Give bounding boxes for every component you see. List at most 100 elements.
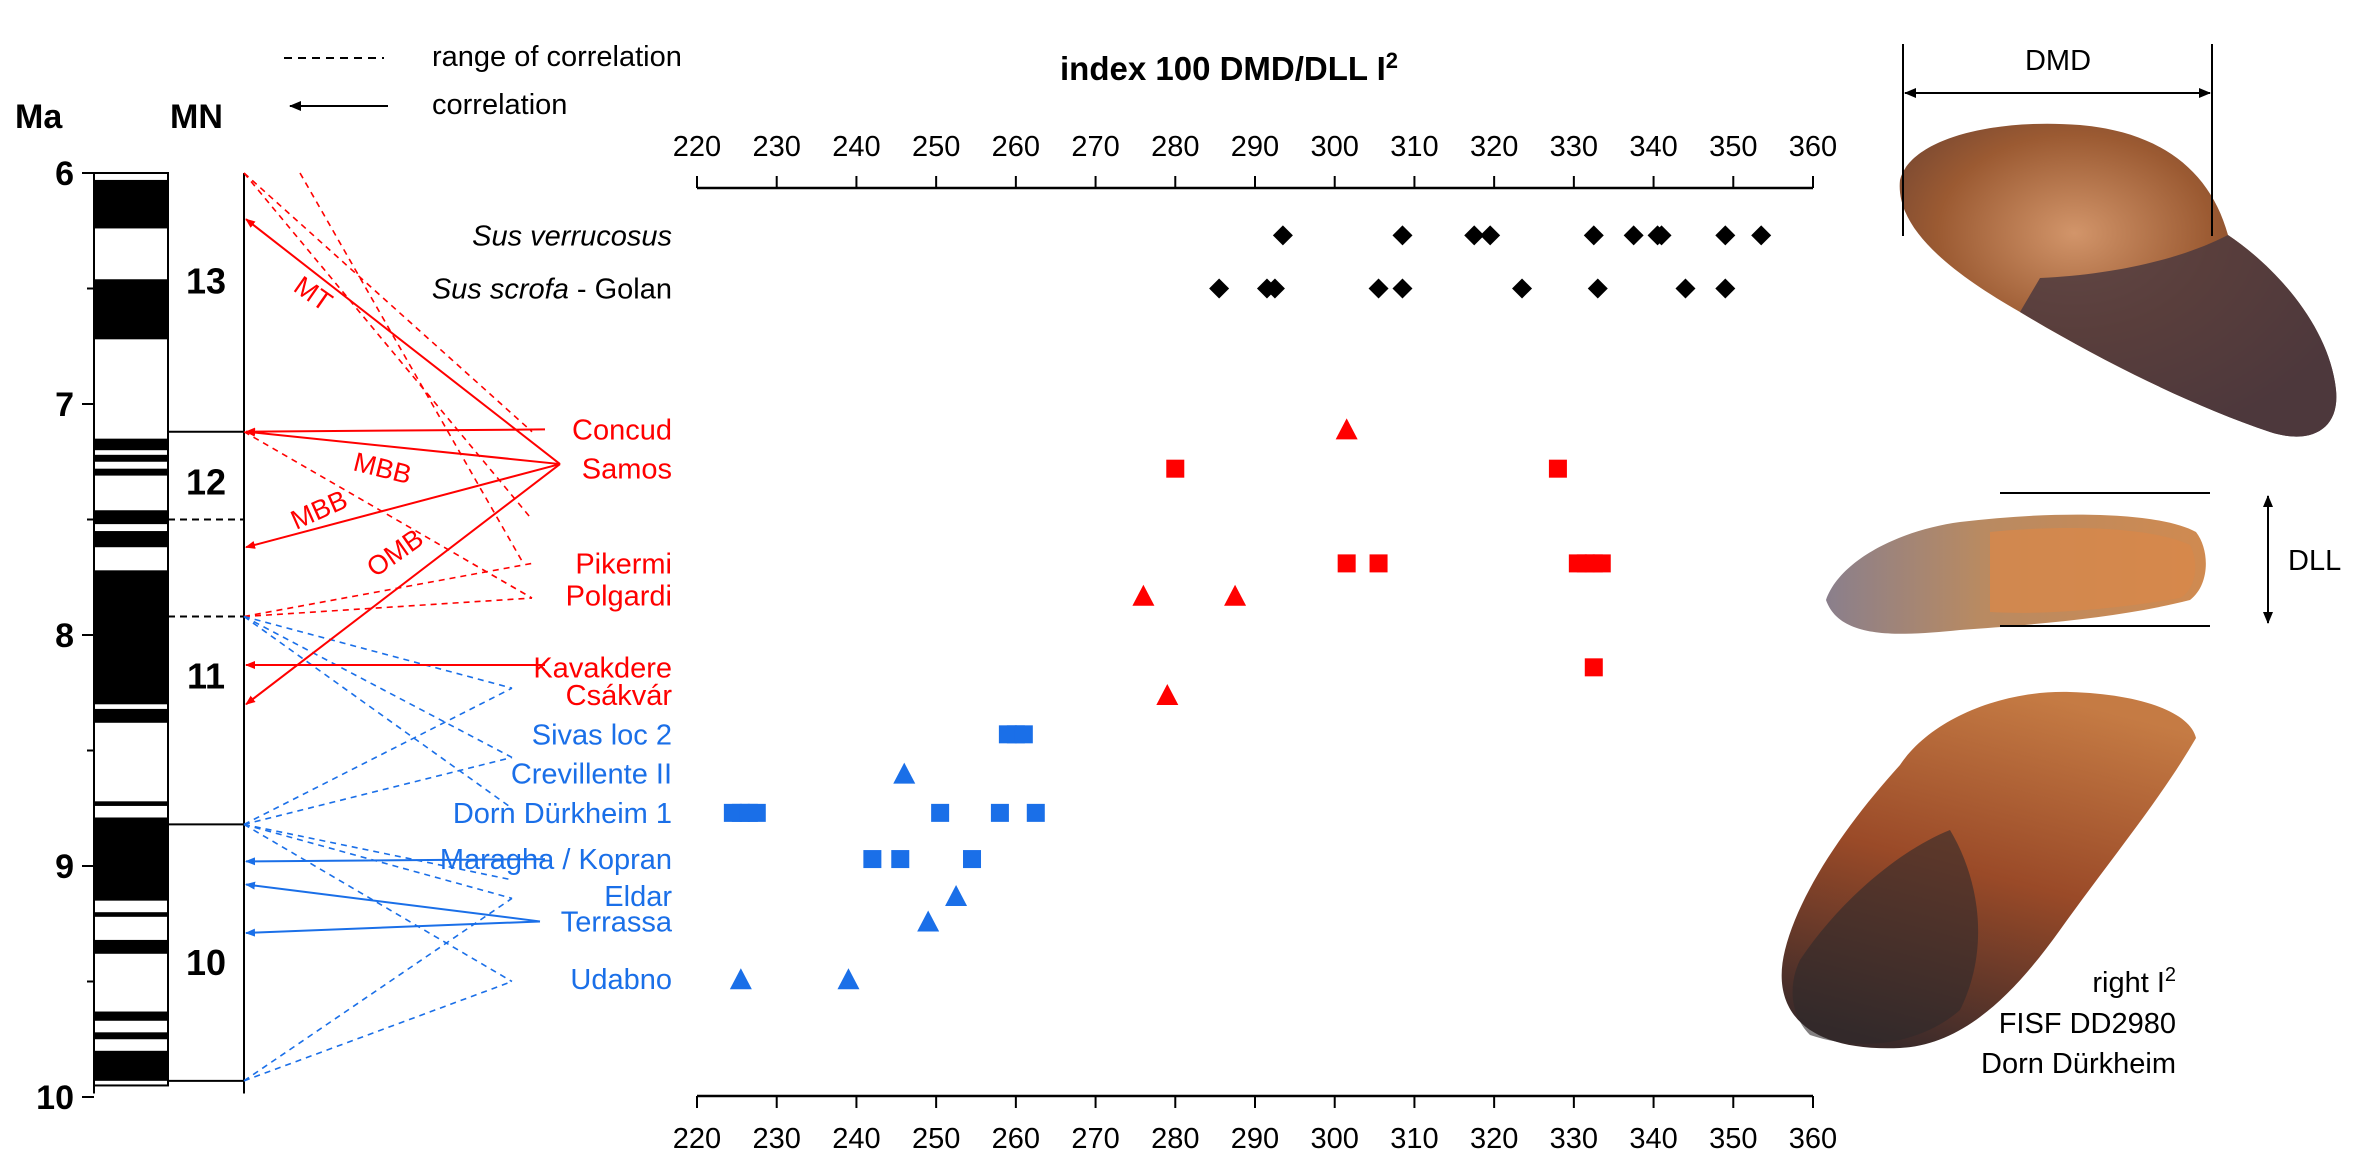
- x-tick-label: 350: [1709, 131, 1757, 163]
- x-tick-label: 290: [1231, 1123, 1279, 1155]
- data-point-diamond: [1512, 278, 1533, 299]
- data-point-triangle: [917, 910, 940, 932]
- locality-label: Terrassa: [561, 906, 673, 938]
- x-tick-label: 220: [673, 131, 721, 163]
- data-point-square: [1369, 554, 1388, 573]
- photo-caption-main: right I: [2092, 967, 2165, 999]
- normal-polarity-interval: [94, 817, 168, 901]
- x-tick-label: 270: [1071, 131, 1119, 163]
- data-point-triangle: [837, 968, 860, 990]
- x-tick-label: 310: [1390, 131, 1438, 163]
- x-tick-label: 230: [753, 1123, 801, 1155]
- data-point-diamond: [1209, 278, 1230, 299]
- ma-tick-label: 10: [36, 1079, 74, 1117]
- data-point-triangle: [1335, 418, 1358, 440]
- data-point-diamond: [1464, 225, 1485, 246]
- mn-zone-label: 10: [186, 942, 226, 983]
- ma-header: Ma: [15, 98, 63, 136]
- normal-polarity-interval: [94, 708, 168, 723]
- photo-caption-line2: FISF DD2980: [1999, 1008, 2176, 1040]
- legend-arrow-label: correlation: [432, 89, 567, 121]
- mn-header: MN: [170, 98, 223, 136]
- correlation-arrow: [245, 463, 561, 549]
- x-tick-label: 360: [1789, 131, 1837, 163]
- mn-zone-label: 12: [186, 462, 226, 503]
- x-tick-label: 320: [1470, 1123, 1518, 1155]
- range-line-blue: [243, 615, 513, 689]
- normal-polarity-interval: [94, 1032, 168, 1040]
- data-point-square: [931, 803, 950, 822]
- data-point-diamond: [1480, 225, 1501, 246]
- locality-labels: Sus verrucosus Sus scrofa - Golan Concud Sa…: [432, 220, 673, 996]
- data-point-diamond: [1651, 225, 1672, 246]
- normal-polarity-interval: [94, 510, 168, 525]
- locality-label: Kavakdere: [533, 652, 672, 684]
- ma-tick-label: 8: [55, 617, 74, 655]
- locality-label: Csákvár: [566, 680, 673, 712]
- correlation-arrow: [245, 427, 546, 436]
- chart-title-superscript: 2: [1386, 48, 1398, 73]
- photo-caption-line3: Dorn Dürkheim: [1981, 1048, 2176, 1080]
- range-line-red: [243, 172, 533, 521]
- x-tick-label: 230: [753, 131, 801, 163]
- x-tick-label: 280: [1151, 131, 1199, 163]
- locality-label: Concud: [572, 414, 672, 446]
- data-point-diamond: [1715, 278, 1736, 299]
- x-tick-label: 350: [1709, 1123, 1757, 1155]
- locality-label: Samos: [582, 454, 672, 486]
- locality-label-suffix: - Golan: [569, 274, 672, 306]
- normal-polarity-interval: [94, 801, 168, 806]
- data-point-square: [1166, 459, 1185, 478]
- chart-title: index 100 DMD/DLL I2: [1060, 48, 1398, 87]
- tooth-photo-middle: [1826, 514, 2206, 634]
- range-line-red: [243, 431, 533, 599]
- correlation-arrow: [245, 857, 546, 866]
- range-line-blue: [243, 615, 513, 759]
- x-tick-label: 290: [1231, 131, 1279, 163]
- data-point-diamond: [1392, 278, 1413, 299]
- data-point-triangle: [1156, 684, 1179, 706]
- locality-label: Eldar: [604, 881, 672, 913]
- data-points: [723, 225, 1772, 990]
- range-line-red: [243, 172, 533, 433]
- locality-label-taxon: Sus verrucosus: [472, 220, 672, 252]
- range-line-red: [243, 597, 533, 618]
- x-tick-label: 220: [673, 1123, 721, 1155]
- locality-label: Sus scrofa - Golan: [432, 274, 672, 306]
- x-tick-label: 330: [1550, 1123, 1598, 1155]
- x-tick-label: 340: [1629, 131, 1677, 163]
- data-point-diamond: [1623, 225, 1644, 246]
- data-point-diamond: [1264, 278, 1285, 299]
- x-tick-label: 250: [912, 1123, 960, 1155]
- range-line-blue: [243, 823, 513, 881]
- normal-polarity-interval: [94, 438, 168, 451]
- normal-polarity-interval: [94, 468, 168, 476]
- range-line-blue: [243, 823, 513, 983]
- x-tick-label: 280: [1151, 1123, 1199, 1155]
- normal-polarity-interval: [94, 1011, 168, 1021]
- x-tick-label: 360: [1789, 1123, 1837, 1155]
- normal-polarity-interval: [94, 939, 168, 954]
- tooth-photo-bottom: [1781, 691, 2196, 1049]
- normal-polarity-interval: [94, 1050, 168, 1081]
- normal-polarity-interval: [94, 179, 168, 229]
- range-line-blue: [243, 615, 513, 809]
- x-tick-label: 240: [832, 1123, 880, 1155]
- locality-label: Crevillente II: [511, 759, 672, 791]
- range-line-blue: [243, 980, 513, 1082]
- data-point-square: [1548, 459, 1567, 478]
- tooth-photo-top: [1899, 123, 2337, 437]
- x-tick-label: 250: [912, 131, 960, 163]
- locality-label: Polgardi: [566, 581, 672, 613]
- correlation-arrow: [245, 920, 541, 937]
- photo-panel: DMD DLL right I2 FISF DD2980 Dorn Dürkhe…: [1781, 44, 2341, 1080]
- ma-tick-label: 9: [55, 848, 74, 886]
- photo-caption-superscript: 2: [2165, 964, 2176, 986]
- locality-label: Pikermi: [575, 548, 672, 580]
- data-point-square: [863, 850, 882, 869]
- legend-dashed-label: range of correlation: [432, 41, 682, 73]
- correlation-arrow: [245, 218, 561, 465]
- chart-axes: 220 230 240 250 260 270 280 290 300 310 320 330 340 3…: [673, 131, 1837, 1155]
- mn-zone-label: 11: [187, 656, 225, 697]
